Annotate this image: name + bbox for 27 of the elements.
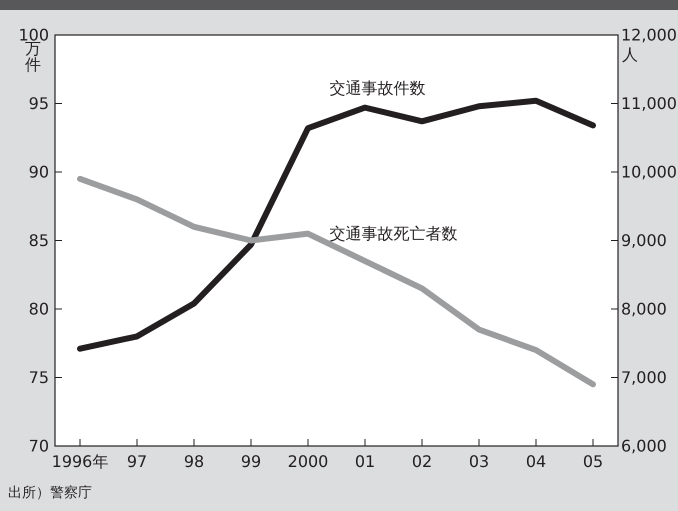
y-tick-label: 70 <box>28 436 49 456</box>
x-tick-label: 99 <box>240 452 262 471</box>
y2-tick-label: 8,000 <box>621 300 667 318</box>
x-tick-label: 97 <box>126 452 148 471</box>
x-tick-label: 01 <box>354 452 376 471</box>
y2-tick-label: 7,000 <box>621 368 667 387</box>
y2-tick-label: 10,000 <box>621 162 677 182</box>
x-tick-label: 1996年 <box>52 452 108 471</box>
y2-tick-label: 9,000 <box>621 231 667 250</box>
y2-tick-label: 12,000 <box>621 26 677 44</box>
y2-axis-title: 人 <box>622 45 638 64</box>
y-tick-label: 80 <box>28 300 49 318</box>
x-tick-label: 05 <box>582 452 604 471</box>
y-tick-label: 95 <box>28 94 49 113</box>
y2-tick-label: 6,000 <box>621 436 667 456</box>
x-tick-label: 04 <box>526 452 546 471</box>
y-tick-label: 90 <box>28 162 49 182</box>
x-tick-label: 98 <box>184 452 204 471</box>
x-tick-label: 2000 <box>288 452 328 471</box>
x-tick-label: 02 <box>412 452 432 471</box>
series-label: 交通事故件数 <box>329 78 426 98</box>
x-tick-label: 03 <box>468 452 490 471</box>
y-tick-label: 85 <box>28 231 49 250</box>
text: 出所）警察庁 <box>8 485 92 501</box>
y2-tick-label: 11,000 <box>621 94 677 113</box>
series-label: 交通事故死亡者数 <box>329 224 458 244</box>
y-tick-label: 75 <box>28 368 49 387</box>
